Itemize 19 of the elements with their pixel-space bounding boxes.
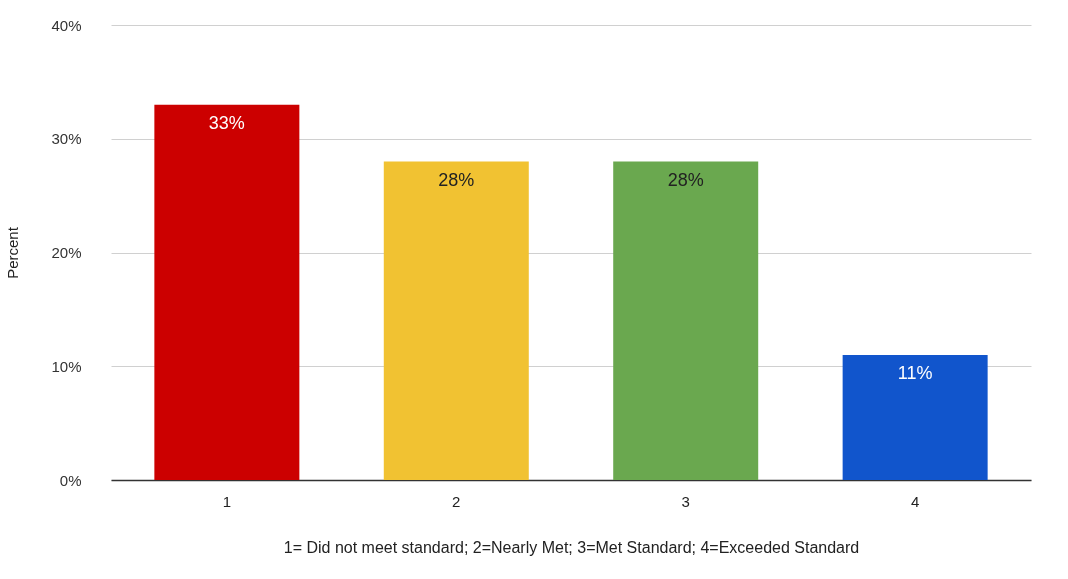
x-tick-label: 3 bbox=[681, 492, 690, 510]
data-label: 28% bbox=[438, 169, 475, 190]
x-tick-label: 1 bbox=[222, 492, 232, 510]
y-axis-title: Percent bbox=[4, 226, 22, 279]
bar bbox=[842, 354, 988, 480]
x-tick-label: 4 bbox=[910, 492, 920, 510]
x-axis-title: 1= Did not meet standard; 2=Nearly Met; 3=Met Standard; 4=Exceeded Standard bbox=[283, 538, 860, 556]
y-tick-label: 10% bbox=[51, 357, 82, 375]
y-tick-label: 0% bbox=[59, 471, 82, 489]
y-tick-label: 30% bbox=[51, 130, 82, 148]
data-label: 33% bbox=[208, 112, 245, 133]
x-tick-label: 2 bbox=[452, 492, 461, 510]
y-tick-label: 20% bbox=[51, 244, 82, 261]
bar bbox=[154, 104, 300, 480]
data-label: 11% bbox=[897, 362, 933, 383]
bar bbox=[613, 161, 759, 480]
data-label: 28% bbox=[667, 169, 704, 190]
bar bbox=[383, 161, 529, 480]
y-tick-label: 40% bbox=[51, 16, 82, 34]
